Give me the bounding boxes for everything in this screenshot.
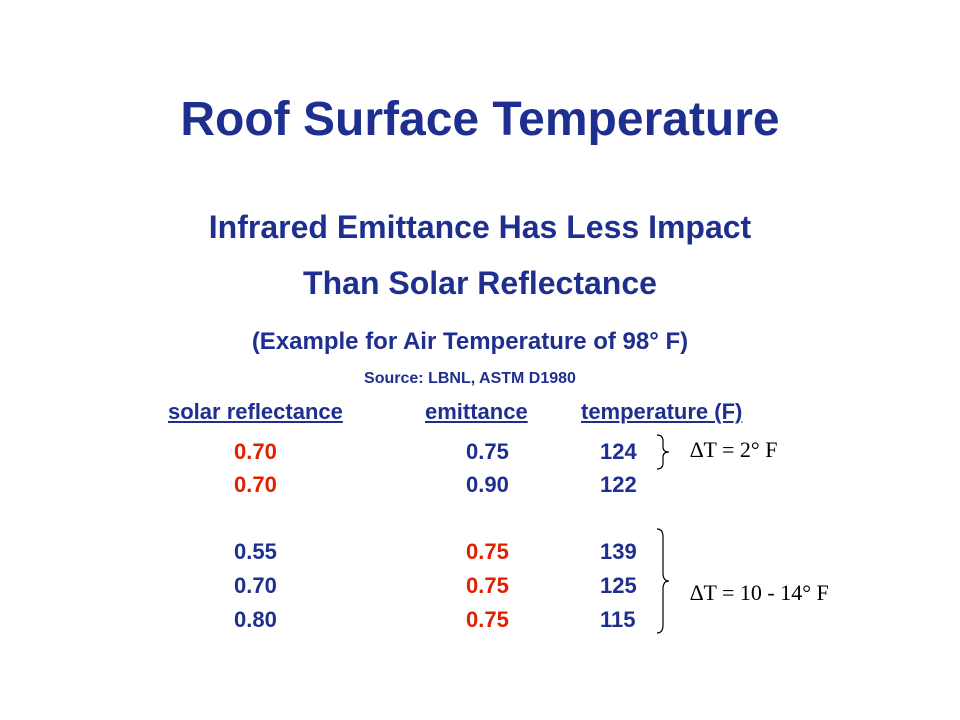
cell-temperature-row-5: 115 [600,607,636,632]
cell-emittance-row-3: 0.75 [466,539,509,564]
source-note: Source: LBNL, ASTM D1980 [364,370,576,387]
subtitle-line-1: Infrared Emittance Has Less Impact [208,209,752,245]
delta-note-group-2: ∆T = 10 - 14° F [690,580,829,605]
cell-reflectance-row-4: 0.70 [234,573,277,598]
cell-reflectance-row-2: 0.70 [234,472,277,497]
subtitle-line-2: Than Solar Reflectance [303,265,657,301]
cell-temperature-row-4: 125 [600,573,637,598]
header-emittance: emittance [425,399,528,424]
header-solar-reflectance: solar reflectance [168,399,343,424]
example-note: (Example for Air Temperature of 98° F) [251,328,689,355]
cell-reflectance-row-5: 0.80 [234,607,277,632]
slide-title: Roof Surface Temperature [180,93,780,146]
cell-temperature-row-1: 124 [600,439,637,464]
cell-emittance-row-5: 0.75 [466,607,509,632]
cell-emittance-row-1: 0.75 [466,439,509,464]
header-temperature: temperature (F) [581,399,743,424]
cell-temperature-row-2: 122 [600,472,637,497]
cell-emittance-row-2: 0.90 [466,472,509,497]
cell-temperature-row-3: 139 [600,539,637,564]
cell-emittance-row-4: 0.75 [466,573,509,598]
delta-note-group-1: ∆T = 2° F [690,437,778,462]
brace-group-1-icon [656,434,670,470]
cell-reflectance-row-3: 0.55 [234,539,277,564]
brace-group-2-icon [656,528,670,634]
cell-reflectance-row-1: 0.70 [234,439,277,464]
